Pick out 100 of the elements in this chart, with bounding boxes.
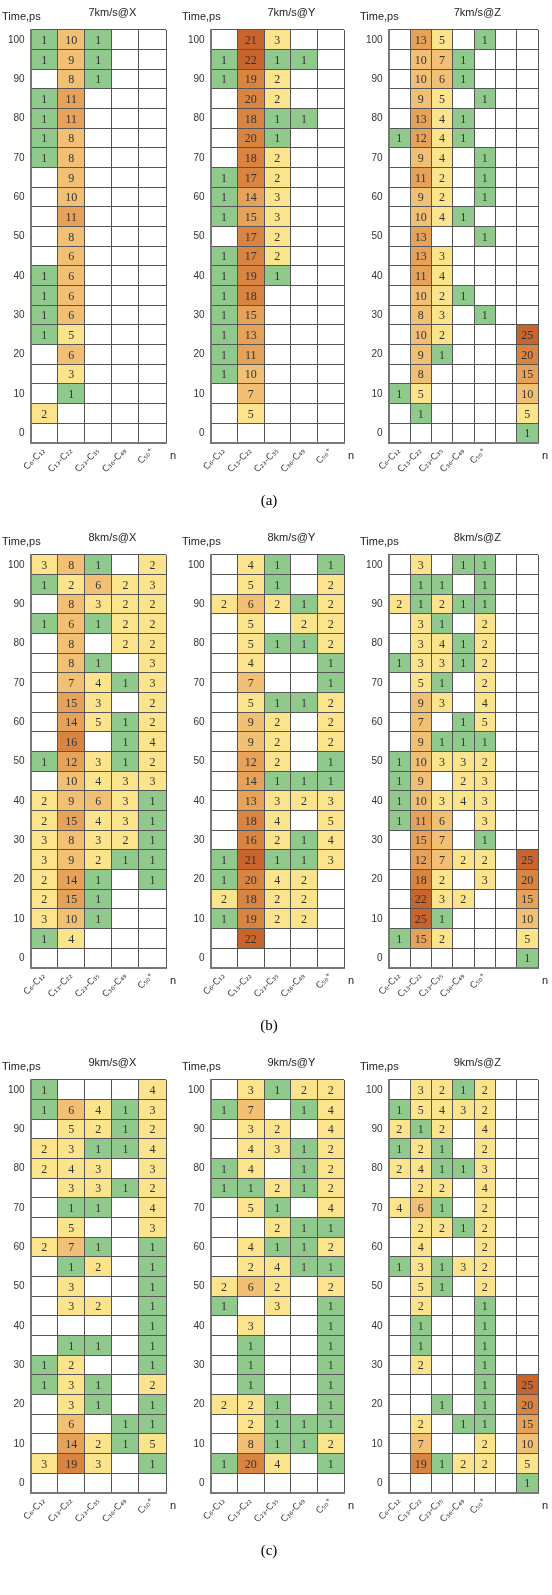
data-label: 2 bbox=[327, 1279, 334, 1294]
data-label: 1 bbox=[481, 91, 488, 106]
data-label: 1 bbox=[301, 1240, 308, 1255]
data-label: 1 bbox=[301, 1181, 308, 1196]
x-axis-title: n bbox=[542, 1498, 549, 1511]
data-label: 1 bbox=[221, 1102, 228, 1117]
data-label: 2 bbox=[95, 1122, 102, 1137]
data-label: 4 bbox=[95, 1102, 102, 1117]
data-label: 4 bbox=[68, 931, 75, 946]
data-label: 1 bbox=[460, 209, 467, 224]
data-label: 1 bbox=[327, 1299, 334, 1314]
data-label: 4 bbox=[68, 1161, 75, 1176]
y-axis-title: Time,ps bbox=[360, 535, 400, 547]
data-label: 16 bbox=[244, 833, 257, 848]
data-label: 19 bbox=[414, 1456, 427, 1471]
y-tick-label: 10 bbox=[371, 912, 384, 924]
data-label: 1 bbox=[327, 1358, 334, 1373]
data-label: 2 bbox=[327, 597, 334, 612]
y-tick-label: 60 bbox=[371, 190, 384, 202]
data-label: 9 bbox=[68, 793, 75, 808]
data-label: 1 bbox=[396, 931, 403, 946]
y-axis-title: Time,ps bbox=[182, 10, 222, 22]
data-label: 8 bbox=[247, 1436, 254, 1451]
data-label: 3 bbox=[68, 367, 75, 382]
data-label: 1 bbox=[122, 1436, 129, 1451]
data-label: 1 bbox=[221, 852, 228, 867]
data-label: 1 bbox=[439, 911, 446, 926]
data-label: 2 bbox=[439, 1122, 446, 1137]
data-label: 1 bbox=[327, 1259, 334, 1274]
data-label: 1 bbox=[481, 577, 488, 592]
data-label: 2 bbox=[41, 813, 48, 828]
data-label: 1 bbox=[439, 675, 446, 690]
data-label: 4 bbox=[327, 1200, 334, 1215]
y-tick-label: 100 bbox=[8, 1083, 26, 1095]
data-label: 2 bbox=[439, 1181, 446, 1196]
data-label: 17 bbox=[244, 170, 257, 185]
data-label: 1 bbox=[41, 327, 48, 342]
data-label: 1 bbox=[417, 1318, 424, 1333]
data-label: 2 bbox=[327, 1141, 334, 1156]
data-label: 2 bbox=[41, 1161, 48, 1176]
data-label: 21 bbox=[244, 852, 257, 867]
data-label: 13 bbox=[414, 249, 427, 264]
data-label: 2 bbox=[327, 715, 334, 730]
data-label: 1 bbox=[95, 872, 102, 887]
data-label: 3 bbox=[95, 597, 102, 612]
data-label: 1 bbox=[274, 1082, 281, 1097]
data-label: 10 bbox=[65, 32, 78, 47]
y-tick-label: 90 bbox=[193, 72, 206, 84]
y-tick-label: 40 bbox=[193, 269, 206, 281]
data-label: 2 bbox=[301, 892, 308, 907]
data-label: 1 bbox=[460, 1417, 467, 1432]
data-label: 15 bbox=[244, 209, 257, 224]
chart-title: 9km/s@X bbox=[88, 1056, 137, 1068]
data-label: 5 bbox=[247, 616, 254, 631]
data-label: 2 bbox=[481, 1259, 488, 1274]
x-axis-title: n bbox=[170, 973, 177, 986]
data-label: 1 bbox=[221, 52, 228, 67]
data-label: 2 bbox=[327, 695, 334, 710]
y-tick-label: 70 bbox=[371, 1201, 384, 1213]
y-tick-label: 80 bbox=[371, 112, 384, 124]
data-label: 11 bbox=[65, 111, 78, 126]
y-tick-label: 90 bbox=[13, 72, 26, 84]
data-label: 18 bbox=[414, 872, 427, 887]
data-label: 9 bbox=[417, 150, 424, 165]
data-label: 1 bbox=[149, 1299, 156, 1314]
data-label: 1 bbox=[301, 1161, 308, 1176]
y-axis-title: Time,ps bbox=[2, 1060, 42, 1072]
data-label: 1 bbox=[274, 52, 281, 67]
x-axis-title: n bbox=[170, 1498, 177, 1511]
data-label: 3 bbox=[95, 1181, 102, 1196]
data-label: 17 bbox=[244, 229, 257, 244]
data-label: 20 bbox=[244, 91, 257, 106]
data-label: 2 bbox=[149, 1122, 156, 1137]
data-label: 1 bbox=[327, 1220, 334, 1235]
y-tick-label: 0 bbox=[19, 1476, 26, 1488]
chart-title: 8km/s@Y bbox=[267, 531, 316, 543]
data-label: 7 bbox=[247, 386, 254, 401]
data-label: 9 bbox=[68, 852, 75, 867]
data-label: 2 bbox=[481, 1279, 488, 1294]
data-label: 9 bbox=[417, 91, 424, 106]
data-label: 4 bbox=[149, 734, 156, 749]
data-label: 2 bbox=[68, 1358, 75, 1373]
data-label: 6 bbox=[68, 1102, 75, 1117]
data-label: 2 bbox=[481, 1436, 488, 1451]
data-label: 2 bbox=[122, 597, 129, 612]
data-label: 3 bbox=[439, 656, 446, 671]
data-label: 4 bbox=[439, 131, 446, 146]
data-label: 1 bbox=[481, 308, 488, 323]
data-label: 2 bbox=[149, 715, 156, 730]
data-label: 2 bbox=[439, 597, 446, 612]
data-label: 1 bbox=[301, 1417, 308, 1432]
data-label: 1 bbox=[439, 1279, 446, 1294]
data-label: 1 bbox=[221, 1161, 228, 1176]
data-label: 1 bbox=[95, 616, 102, 631]
data-label: 2 bbox=[439, 1082, 446, 1097]
data-label: 2 bbox=[274, 1122, 281, 1137]
data-label: 3 bbox=[149, 656, 156, 671]
y-tick-label: 60 bbox=[193, 1240, 206, 1252]
data-label: 1 bbox=[149, 813, 156, 828]
y-tick-label: 80 bbox=[193, 1162, 206, 1174]
